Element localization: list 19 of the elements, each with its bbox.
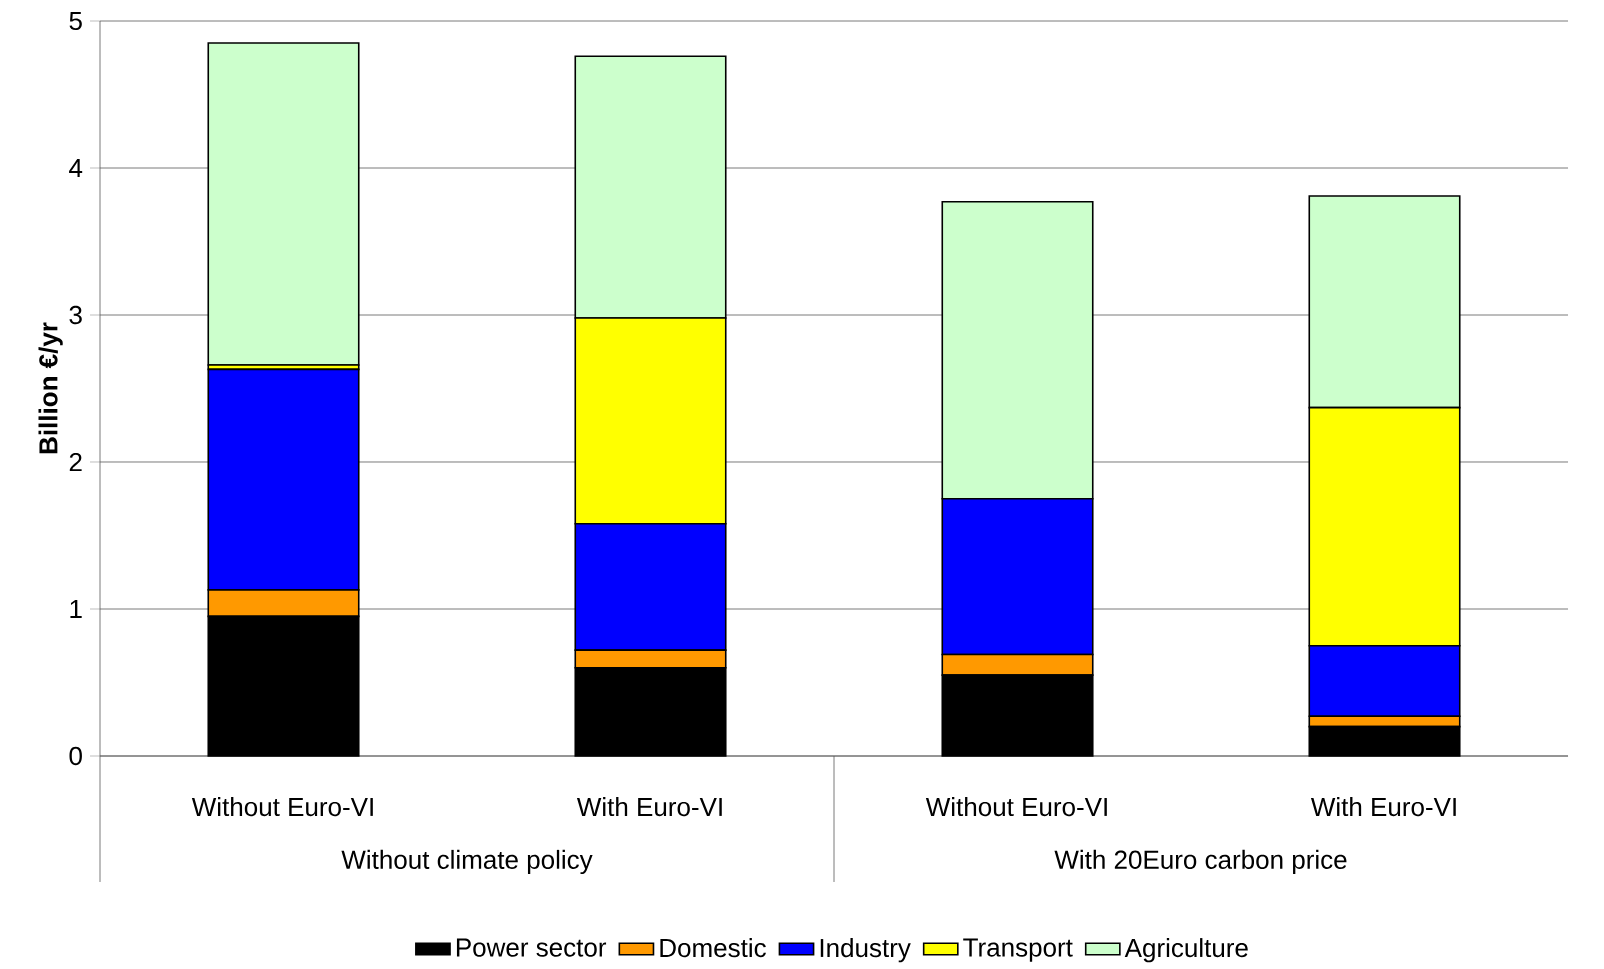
- y-tick-label: 4: [69, 159, 83, 177]
- legend-label: Industry: [820, 938, 911, 963]
- y-tick-label: 3: [69, 305, 82, 325]
- y-tick-label: 1: [70, 600, 82, 618]
- y-axis-title: Billion €/yr: [38, 322, 63, 454]
- text: With 20Euro carbon price: [1054, 849, 1347, 875]
- y-tick-label: 2: [69, 452, 82, 472]
- legend-label: Transport: [963, 938, 1073, 962]
- legend-label: Domestic: [660, 938, 766, 958]
- legend-label: Agriculture: [1124, 938, 1248, 963]
- x-tick-label: Without Euro-VI: [191, 797, 373, 817]
- legend-label: Power sector: [456, 938, 607, 957]
- y-tick-label: 5: [69, 11, 82, 31]
- x-tick-label: With Euro-VI: [1310, 797, 1456, 817]
- x-tick-label: Without Euro-VI: [925, 797, 1107, 817]
- x-tick-label: With Euro-VI: [576, 797, 722, 817]
- bar: [207, 42, 360, 366]
- text: Without climate policy: [341, 849, 593, 875]
- y-tick-label: 0: [69, 746, 82, 766]
